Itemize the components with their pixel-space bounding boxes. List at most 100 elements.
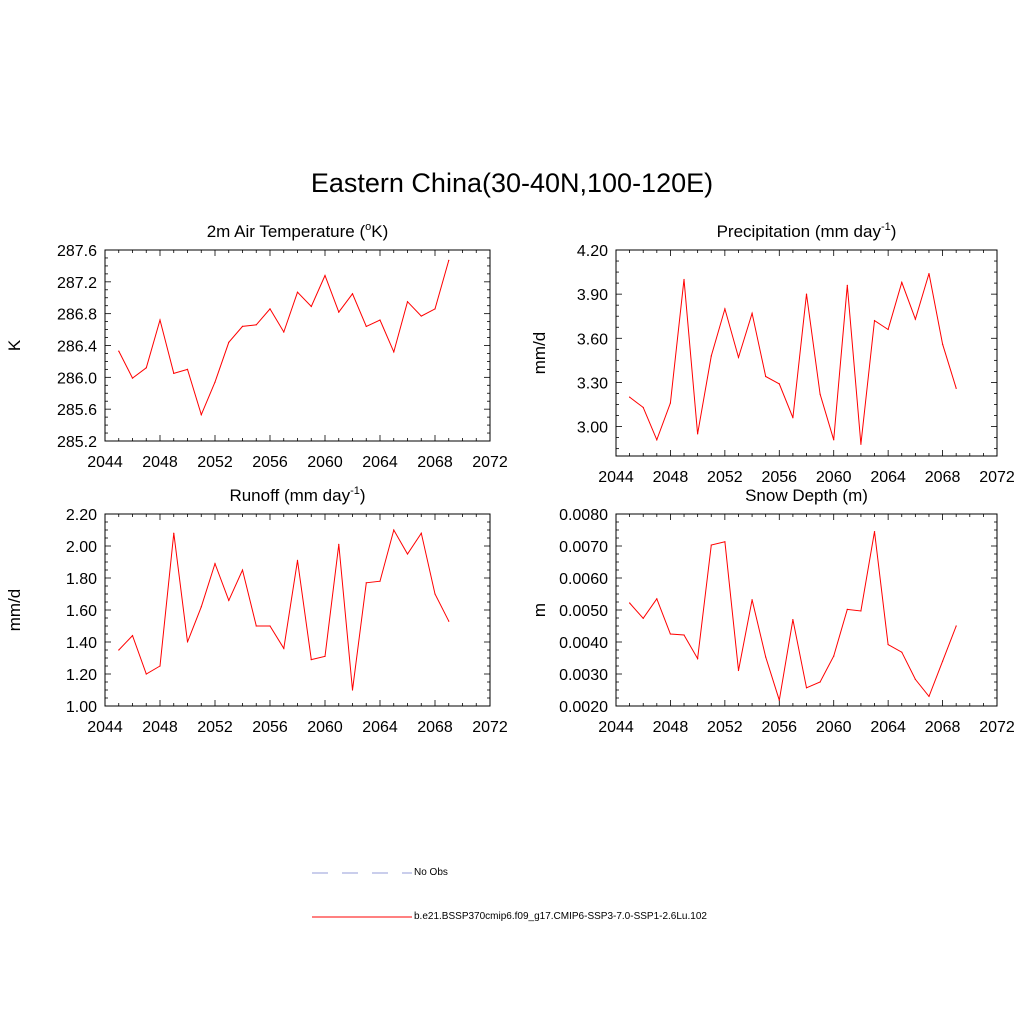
temperature-x-tick-label: 2064 [362, 454, 398, 471]
chart-snow-depth: 2044 2048 2052 2056 2060 2064 2068 2072 0.0020 0.… [530, 486, 1015, 736]
precipitation-data-point [765, 375, 767, 378]
temperature-data-point [228, 341, 230, 343]
runoff-data-point [283, 647, 285, 650]
precipitation-data-point [697, 433, 699, 435]
temperature-x-tick-label: 2072 [472, 454, 508, 471]
temperature-data-point [186, 368, 189, 370]
temperature-y-tick-label: 286.4 [57, 339, 97, 356]
precipitation-data-point [860, 443, 862, 445]
legend-label-model: b.e21.BSSP370cmip6.f09_g17.CMIP6-SSP3-7.… [414, 911, 707, 922]
temperature-data-point [214, 381, 216, 383]
snow-depth-y-tick-label: 0.0060 [559, 571, 608, 588]
precipitation-data-point [955, 387, 957, 389]
precipitation-data-point [833, 439, 835, 441]
temperature-data-point [420, 315, 422, 317]
temperature-data-point [434, 308, 436, 310]
snow-depth-panel-title: Snow Depth (m) [745, 486, 868, 505]
temperature-data-point [255, 324, 257, 326]
temperature-y-axis-label: K [5, 339, 24, 351]
snow-depth-data-point [656, 598, 658, 600]
runoff-data-point [324, 655, 326, 658]
snow-depth-x-tick-label: 2060 [816, 719, 852, 736]
temperature-y-tick-label: 287.6 [57, 243, 97, 260]
temperature-y-tick-label: 285.6 [57, 402, 97, 419]
snow-depth-data-point [669, 633, 672, 635]
snow-depth-x-tick-label: 2064 [870, 719, 906, 736]
runoff-data-point [186, 641, 189, 643]
runoff-panel-title-main: Runoff (mm day [229, 486, 350, 505]
snow-depth-data-point [873, 531, 876, 533]
snow-depth-x-tick-label: 2068 [925, 719, 961, 736]
snow-depth-data-point [941, 660, 944, 662]
snow-depth-y-tick-label: 0.0040 [559, 635, 608, 652]
temperature-panel-title: 2m Air Temperature (oK) [207, 221, 389, 241]
runoff-data-point [131, 635, 134, 637]
snow-depth-data-point [697, 658, 699, 660]
runoff-data-point [406, 553, 409, 555]
snow-depth-x-tick-label: 2072 [979, 719, 1015, 736]
precipitation-data-point [751, 312, 753, 314]
precipitation-data-point [873, 320, 876, 322]
temperature-data-point [379, 319, 381, 321]
temperature-data-point [406, 301, 409, 303]
runoff-x-tick-label: 2056 [252, 719, 288, 736]
snow-depth-x-tick-label: 2056 [761, 719, 797, 736]
precipitation-x-tick-label: 2056 [761, 469, 797, 486]
snow-depth-y-tick-label: 0.0050 [559, 603, 608, 620]
snow-depth-data-point [724, 541, 726, 543]
runoff-y-tick-label: 1.60 [66, 603, 97, 620]
runoff-panel-title-superscript: -1 [350, 485, 360, 497]
runoff-x-tick-label: 2060 [307, 719, 343, 736]
temperature-x-tick-label: 2052 [197, 454, 233, 471]
precipitation-data-point [724, 308, 726, 310]
runoff-data-point [255, 625, 257, 627]
temperature-data-point [351, 293, 354, 295]
temperature-panel-title-end: K) [371, 222, 388, 241]
snow-depth-data-point [928, 695, 930, 698]
legend-label-no-obs: No Obs [414, 867, 448, 878]
runoff-data-point [393, 529, 395, 531]
snow-depth-y-tick-label: 0.0070 [559, 539, 608, 556]
snow-depth-data-point [846, 608, 848, 610]
snow-depth-data-point [751, 599, 753, 601]
temperature-x-tick-label: 2068 [417, 454, 453, 471]
temperature-data-point [310, 305, 312, 308]
precipitation-data-point [669, 402, 672, 404]
precipitation-y-tick-label: 3.90 [577, 287, 608, 304]
precipitation-y-tick-label: 3.30 [577, 375, 608, 392]
snow-depth-data-point [765, 656, 767, 658]
snow-depth-data-point [629, 602, 631, 604]
precipitation-x-tick-label: 2060 [816, 469, 852, 486]
temperature-x-tick-label: 2044 [87, 454, 123, 471]
runoff-data-point [379, 580, 381, 582]
runoff-y-tick-label: 1.80 [66, 571, 97, 588]
runoff-x-tick-label: 2068 [417, 719, 453, 736]
runoff-data-point [214, 563, 216, 565]
runoff-data-point [420, 532, 422, 534]
runoff-data-point [118, 649, 120, 651]
runoff-x-tick-label: 2048 [142, 719, 178, 736]
snow-depth-data-point [805, 687, 808, 689]
precipitation-data-point [901, 281, 903, 283]
snow-depth-data-point [778, 699, 780, 701]
chart-temperature: 2044 2048 2052 2056 2060 2064 2068 2072 285.2 285… [5, 221, 508, 471]
precipitation-data-point [683, 278, 685, 281]
precipitation-data-point [887, 328, 889, 331]
chart-runoff: 2044 2048 2052 2056 2060 2064 2068 2072 1.00 1.20… [5, 485, 508, 736]
temperature-data-point [173, 372, 175, 374]
runoff-data-point [241, 569, 244, 571]
runoff-y-axis-label: mm/d [5, 589, 24, 632]
temperature-data-point [393, 351, 395, 353]
runoff-data-point [434, 593, 436, 595]
precipitation-data-point [629, 396, 631, 398]
precipitation-data-point [928, 272, 930, 275]
precipitation-data-point [778, 383, 780, 385]
temperature-y-tick-label: 287.2 [57, 275, 97, 292]
snow-depth-data-point [914, 678, 916, 681]
snow-depth-data-point [887, 643, 889, 646]
runoff-x-tick-label: 2044 [87, 719, 123, 736]
temperature-data-point [324, 274, 326, 277]
temperature-y-tick-label: 286.0 [57, 370, 97, 387]
